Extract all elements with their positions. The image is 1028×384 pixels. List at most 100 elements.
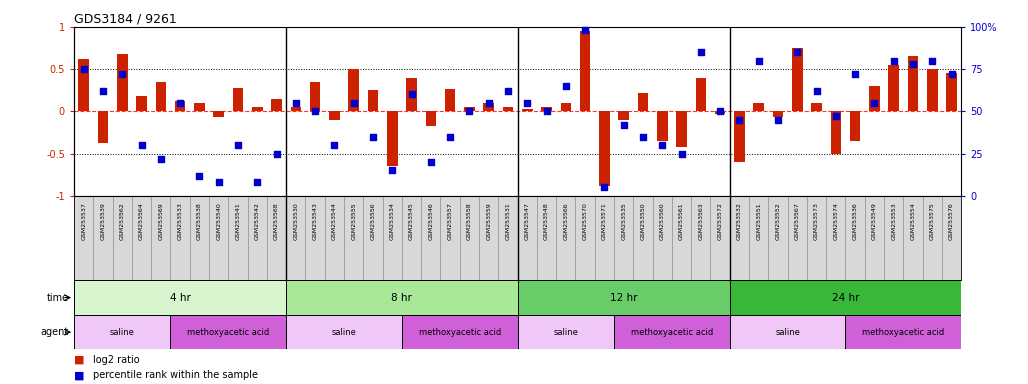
Text: GSM253532: GSM253532 (737, 203, 742, 240)
Point (172, 100, 188, 106)
Point (596, 184, 613, 190)
Text: percentile rank within the sample: percentile rank within the sample (93, 370, 258, 381)
Point (229, 142, 246, 148)
Point (577, 27, 593, 33)
Bar (460, 196, 479, 280)
Text: GSM253535: GSM253535 (621, 203, 626, 240)
Point (268, 151, 285, 157)
Bar (831, 111, 841, 154)
Bar (595, 196, 614, 280)
Text: GSM253547: GSM253547 (524, 203, 529, 240)
Text: GSM253534: GSM253534 (390, 203, 395, 240)
Bar (248, 196, 267, 280)
Bar (657, 111, 667, 141)
Bar (730, 315, 845, 349)
Text: GSM253550: GSM253550 (640, 203, 646, 240)
Bar (286, 315, 402, 349)
Point (673, 151, 690, 157)
Text: GSM253571: GSM253571 (601, 203, 607, 240)
Bar (904, 196, 922, 280)
Bar (922, 196, 942, 280)
Bar (291, 107, 301, 111)
Bar (560, 103, 572, 111)
Text: methoxyacetic acid: methoxyacetic acid (631, 328, 713, 337)
Bar (329, 111, 339, 120)
Point (557, 83, 574, 89)
Point (403, 91, 419, 98)
Point (442, 134, 458, 140)
Text: GSM253573: GSM253573 (814, 203, 819, 240)
Text: GSM253540: GSM253540 (216, 203, 221, 240)
Bar (503, 107, 513, 111)
Bar (171, 196, 190, 280)
Text: saline: saline (553, 328, 579, 337)
Bar (286, 196, 305, 280)
Bar (190, 196, 209, 280)
Point (693, 49, 709, 55)
Bar (807, 196, 827, 280)
Text: GSM253554: GSM253554 (911, 203, 916, 240)
Bar (908, 56, 918, 111)
Text: 8 hr: 8 hr (392, 293, 412, 303)
Text: GSM253566: GSM253566 (563, 203, 568, 240)
Bar (155, 82, 167, 111)
Bar (845, 196, 865, 280)
Bar (402, 315, 518, 349)
Text: ■: ■ (74, 370, 84, 381)
Bar (344, 196, 363, 280)
Text: GSM253570: GSM253570 (583, 203, 588, 240)
Bar (633, 196, 653, 280)
Bar (113, 196, 132, 280)
Text: GSM253549: GSM253549 (872, 203, 877, 240)
Point (95, 88, 111, 94)
Bar (580, 31, 590, 111)
Text: GSM253548: GSM253548 (544, 203, 549, 240)
Bar (942, 196, 961, 280)
Point (654, 142, 670, 148)
Text: GSM253551: GSM253551 (757, 203, 761, 240)
Point (808, 88, 824, 94)
Text: saline: saline (110, 328, 135, 337)
Text: 12 hr: 12 hr (610, 293, 637, 303)
Text: GSM253564: GSM253564 (139, 203, 144, 240)
Text: GSM253562: GSM253562 (119, 203, 124, 240)
Bar (768, 196, 787, 280)
Bar (773, 111, 783, 117)
Text: GSM253559: GSM253559 (486, 203, 491, 240)
Bar (363, 196, 382, 280)
Bar (406, 78, 416, 111)
Bar (676, 111, 687, 147)
Bar (691, 196, 710, 280)
Bar (98, 111, 108, 144)
Bar (483, 103, 494, 111)
Point (462, 108, 478, 114)
Point (847, 71, 864, 77)
Point (750, 58, 767, 64)
Bar (175, 101, 185, 111)
Text: GSM253555: GSM253555 (352, 203, 356, 240)
Bar (518, 315, 614, 349)
Bar (576, 196, 595, 280)
Text: GSM253557: GSM253557 (447, 203, 452, 240)
Text: GSM253575: GSM253575 (929, 203, 934, 240)
Bar (884, 196, 904, 280)
Bar (710, 196, 730, 280)
Text: GSM253568: GSM253568 (274, 203, 279, 240)
Bar (440, 196, 460, 280)
Bar (696, 78, 706, 111)
Text: GSM253572: GSM253572 (718, 203, 723, 240)
Point (770, 117, 786, 123)
Bar (402, 196, 421, 280)
Bar (787, 196, 807, 280)
Point (711, 108, 728, 114)
Bar (714, 111, 726, 114)
Text: GSM253574: GSM253574 (834, 203, 838, 240)
Bar (499, 196, 518, 280)
Text: time: time (46, 293, 69, 303)
Bar (325, 196, 344, 280)
Text: GSM253569: GSM253569 (158, 203, 163, 240)
Bar (132, 196, 151, 280)
Point (345, 100, 362, 106)
Bar (614, 196, 633, 280)
Text: saline: saline (775, 328, 800, 337)
